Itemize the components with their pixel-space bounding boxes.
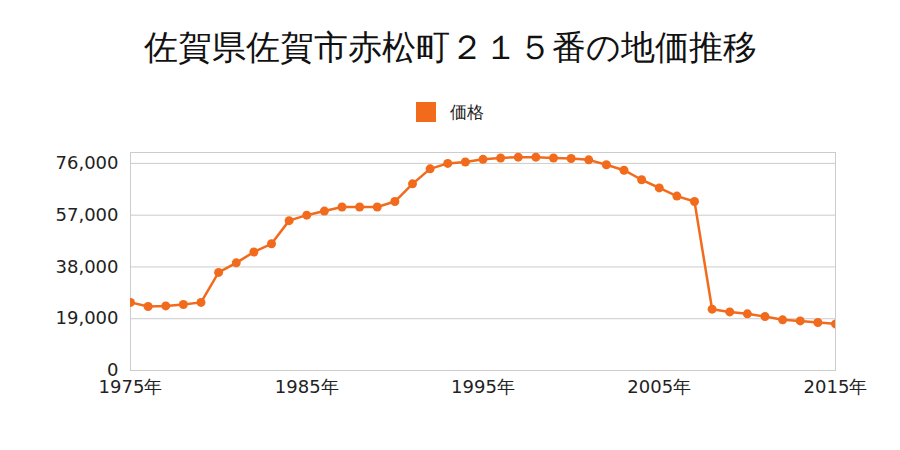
svg-text:57,000: 57,000 [56,204,119,225]
svg-text:1995年: 1995年 [451,376,515,397]
svg-text:2015年: 2015年 [804,376,868,397]
svg-text:1975年: 1975年 [99,376,163,397]
svg-text:0: 0 [107,359,119,381]
html-text:佐賀県佐賀市赤松町２１５番の地価推移: 佐賀県佐賀市赤松町２１５番の地価推移 [143,27,757,67]
svg-text:2005年: 2005年 [627,376,691,397]
svg-text:19,000: 19,000 [56,307,119,328]
svg-text:38,000: 38,000 [56,256,119,277]
svg-text:76,000: 76,000 [56,152,119,173]
html-text:価格: 価格 [450,102,484,122]
svg-text:1985年: 1985年 [275,376,339,397]
